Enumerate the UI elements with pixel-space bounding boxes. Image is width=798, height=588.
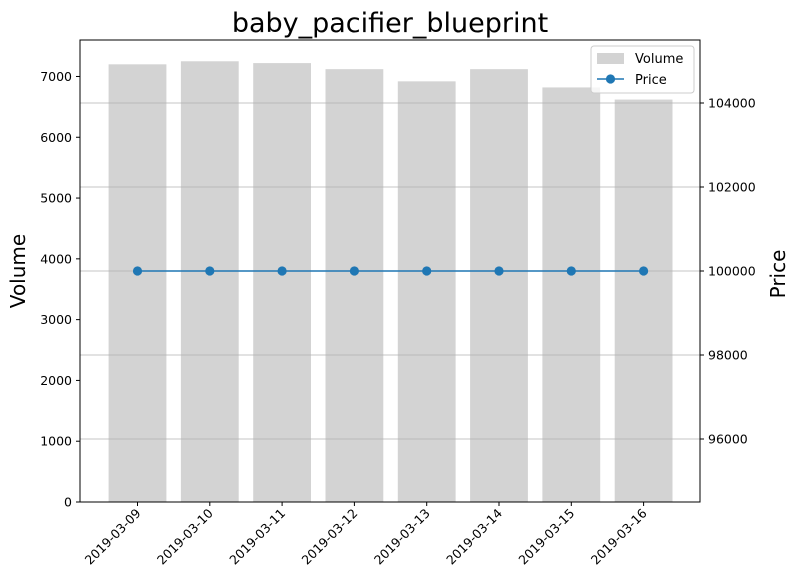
y-tick-label-right: 100000 bbox=[708, 264, 756, 279]
price-point bbox=[494, 266, 504, 276]
volume-bars bbox=[108, 61, 673, 503]
y-tick-label-left: 6000 bbox=[40, 130, 72, 145]
y-tick-label-right: 98000 bbox=[708, 348, 748, 363]
volume-bar bbox=[397, 81, 456, 502]
volume-bar bbox=[614, 99, 673, 503]
volume-bar bbox=[253, 63, 311, 502]
legend-swatch-price-marker bbox=[605, 74, 616, 84]
y-tick-label-right: 104000 bbox=[708, 96, 756, 111]
right-axis: 96000 98000 100000 102000 104000 bbox=[700, 96, 756, 447]
price-point bbox=[639, 266, 649, 276]
y-tick-label-left: 1000 bbox=[40, 434, 72, 449]
volume-bar bbox=[108, 64, 167, 502]
price-point bbox=[349, 266, 359, 276]
price-point bbox=[422, 266, 432, 276]
volume-bar bbox=[470, 69, 528, 502]
price-line bbox=[132, 266, 649, 276]
y-tick-label-left: 7000 bbox=[40, 69, 72, 84]
price-point bbox=[205, 266, 215, 276]
y-tick-label-right: 96000 bbox=[708, 432, 748, 447]
legend: Volume Price bbox=[590, 45, 695, 94]
legend-swatch-volume bbox=[597, 53, 624, 64]
volume-bar bbox=[325, 69, 384, 502]
legend-label-volume: Volume bbox=[635, 52, 683, 67]
chart-title: baby_pacifier_blueprint bbox=[232, 8, 548, 39]
y-tick-label-left: 2000 bbox=[40, 373, 72, 388]
price-point bbox=[277, 266, 287, 276]
price-point bbox=[132, 266, 143, 276]
y-axis-label-right: Price bbox=[766, 250, 790, 299]
left-axis: 0 1000 2000 3000 4000 5000 6000 7000 bbox=[40, 69, 80, 510]
volume-bar bbox=[180, 61, 239, 503]
y-tick-label-right: 102000 bbox=[708, 180, 756, 195]
price-point bbox=[566, 266, 576, 276]
y-axis-label-left: Volume bbox=[6, 234, 30, 308]
y-tick-label-left: 0 bbox=[64, 495, 72, 510]
volume-bar bbox=[542, 87, 601, 503]
y-tick-label-left: 3000 bbox=[40, 312, 72, 327]
legend-label-price: Price bbox=[635, 73, 667, 88]
y-tick-label-left: 4000 bbox=[40, 251, 72, 266]
y-tick-label-left: 5000 bbox=[40, 191, 72, 206]
